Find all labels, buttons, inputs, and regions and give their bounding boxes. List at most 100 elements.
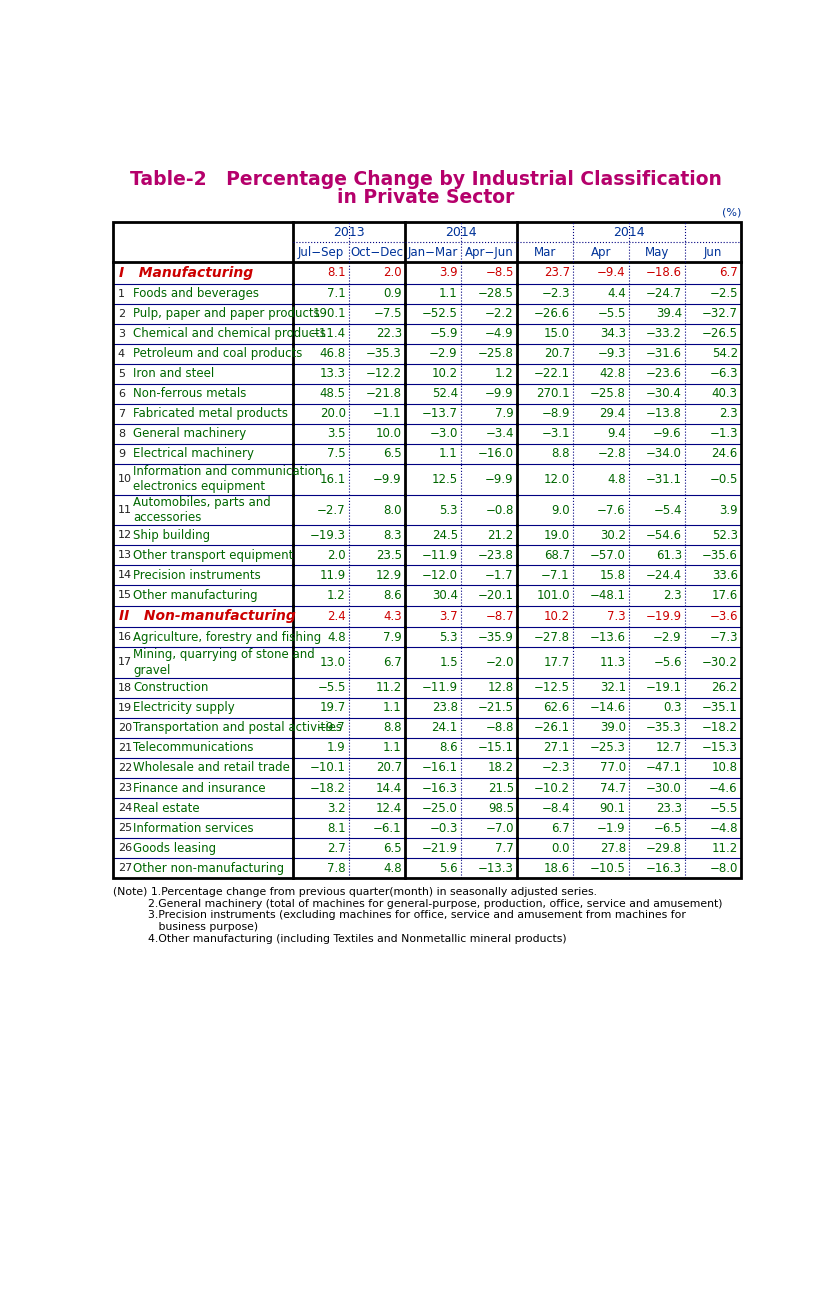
Text: Wholesale and retail trade: Wholesale and retail trade [133, 762, 290, 774]
Text: 7.9: 7.9 [495, 407, 514, 420]
Text: −11.9: −11.9 [421, 681, 458, 694]
Text: 15.8: 15.8 [600, 569, 626, 582]
Text: −8.5: −8.5 [485, 266, 514, 279]
Text: Real estate: Real estate [133, 801, 200, 814]
Text: −35.1: −35.1 [702, 701, 738, 714]
Text: 2013: 2013 [333, 226, 365, 239]
Text: 20: 20 [118, 723, 132, 733]
Text: 7.9: 7.9 [383, 630, 402, 643]
Text: −16.1: −16.1 [421, 762, 458, 774]
Text: 23: 23 [118, 783, 132, 793]
Text: 26.2: 26.2 [711, 681, 738, 694]
Text: 54.2: 54.2 [711, 347, 738, 360]
Text: −9.9: −9.9 [485, 388, 514, 401]
Text: −35.6: −35.6 [702, 549, 738, 562]
Text: −11.4: −11.4 [310, 328, 346, 341]
Text: −22.1: −22.1 [534, 367, 570, 380]
Text: 190.1: 190.1 [312, 307, 346, 320]
Text: 1: 1 [118, 288, 125, 299]
Text: 98.5: 98.5 [488, 801, 514, 814]
Text: 7: 7 [118, 408, 125, 419]
Text: 9.4: 9.4 [607, 427, 626, 440]
Text: 23.8: 23.8 [432, 701, 458, 714]
Text: Construction: Construction [133, 681, 209, 694]
Text: −26.5: −26.5 [702, 328, 738, 341]
Text: −15.3: −15.3 [702, 741, 738, 754]
Text: Information and communication: Information and communication [133, 465, 322, 478]
Text: −19.3: −19.3 [310, 529, 346, 542]
Text: 3.Precision instruments (excluding machines for office, service and amusement fr: 3.Precision instruments (excluding machi… [113, 911, 686, 920]
Text: 24: 24 [118, 803, 132, 813]
Text: 16.1: 16.1 [320, 472, 346, 485]
Text: 11: 11 [118, 505, 132, 515]
Text: 20.0: 20.0 [320, 407, 346, 420]
Text: 27.8: 27.8 [600, 842, 626, 855]
Text: 8.3: 8.3 [383, 529, 402, 542]
Text: −52.5: −52.5 [422, 307, 458, 320]
Text: 8.1: 8.1 [327, 822, 346, 834]
Text: −20.1: −20.1 [478, 589, 514, 602]
Text: 15: 15 [118, 590, 132, 600]
Text: accessories: accessories [133, 512, 202, 525]
Text: −8.0: −8.0 [710, 861, 738, 874]
Text: 12: 12 [118, 530, 132, 540]
Text: −12.0: −12.0 [422, 569, 458, 582]
Text: −25.8: −25.8 [478, 347, 514, 360]
Text: 270.1: 270.1 [536, 388, 570, 401]
Text: −9.9: −9.9 [373, 472, 402, 485]
Text: 12.9: 12.9 [376, 569, 402, 582]
Text: Oct−Dec: Oct−Dec [351, 245, 404, 258]
Text: 12.4: 12.4 [376, 801, 402, 814]
Text: −25.3: −25.3 [590, 741, 626, 754]
Text: Goods leasing: Goods leasing [133, 842, 216, 855]
Text: −57.0: −57.0 [590, 549, 626, 562]
Text: −3.1: −3.1 [541, 427, 570, 440]
Text: 13.3: 13.3 [320, 367, 346, 380]
Text: −30.0: −30.0 [646, 782, 681, 795]
Text: 21: 21 [118, 743, 132, 753]
Text: 2.General machinery (total of machines for general-purpose, production, office, : 2.General machinery (total of machines f… [113, 899, 723, 908]
Text: Table-2   Percentage Change by Industrial Classification: Table-2 Percentage Change by Industrial … [130, 170, 721, 189]
Text: 0.0: 0.0 [551, 842, 570, 855]
Text: 1.2: 1.2 [495, 367, 514, 380]
Text: −13.6: −13.6 [590, 630, 626, 643]
Bar [113, 222, 741, 878]
Text: 7.1: 7.1 [327, 287, 346, 300]
Text: 14.4: 14.4 [376, 782, 402, 795]
Text: 11.2: 11.2 [376, 681, 402, 694]
Text: 15.0: 15.0 [543, 328, 570, 341]
Text: 33.6: 33.6 [712, 569, 738, 582]
Text: 5: 5 [118, 369, 125, 378]
Text: −2.0: −2.0 [485, 656, 514, 669]
Text: Apr: Apr [591, 245, 611, 258]
Text: 3: 3 [118, 329, 125, 339]
Text: Agriculture, forestry and fishing: Agriculture, forestry and fishing [133, 630, 322, 643]
Text: −2.9: −2.9 [653, 630, 681, 643]
Text: 20.7: 20.7 [543, 347, 570, 360]
Text: Fabricated metal products: Fabricated metal products [133, 407, 288, 420]
Text: 2014: 2014 [613, 226, 645, 239]
Text: −33.2: −33.2 [646, 328, 681, 341]
Text: −12.5: −12.5 [534, 681, 570, 694]
Text: 42.8: 42.8 [600, 367, 626, 380]
Text: 7.8: 7.8 [327, 861, 346, 874]
Text: 4.8: 4.8 [327, 630, 346, 643]
Text: 39.4: 39.4 [656, 307, 681, 320]
Text: Ship building: Ship building [133, 529, 210, 542]
Text: 10.2: 10.2 [543, 609, 570, 622]
Text: −26.6: −26.6 [534, 307, 570, 320]
Text: −7.0: −7.0 [485, 822, 514, 834]
Text: 23.3: 23.3 [656, 801, 681, 814]
Text: 18: 18 [118, 683, 132, 693]
Text: Other transport equipment: Other transport equipment [133, 549, 293, 562]
Text: −9.3: −9.3 [597, 347, 626, 360]
Text: 4.4: 4.4 [607, 287, 626, 300]
Text: (%): (%) [721, 207, 741, 218]
Text: −9.6: −9.6 [653, 427, 681, 440]
Text: Precision instruments: Precision instruments [133, 569, 261, 582]
Text: −13.8: −13.8 [646, 407, 681, 420]
Text: 10.2: 10.2 [432, 367, 458, 380]
Text: 101.0: 101.0 [536, 589, 570, 602]
Text: 77.0: 77.0 [600, 762, 626, 774]
Text: 2.3: 2.3 [663, 589, 681, 602]
